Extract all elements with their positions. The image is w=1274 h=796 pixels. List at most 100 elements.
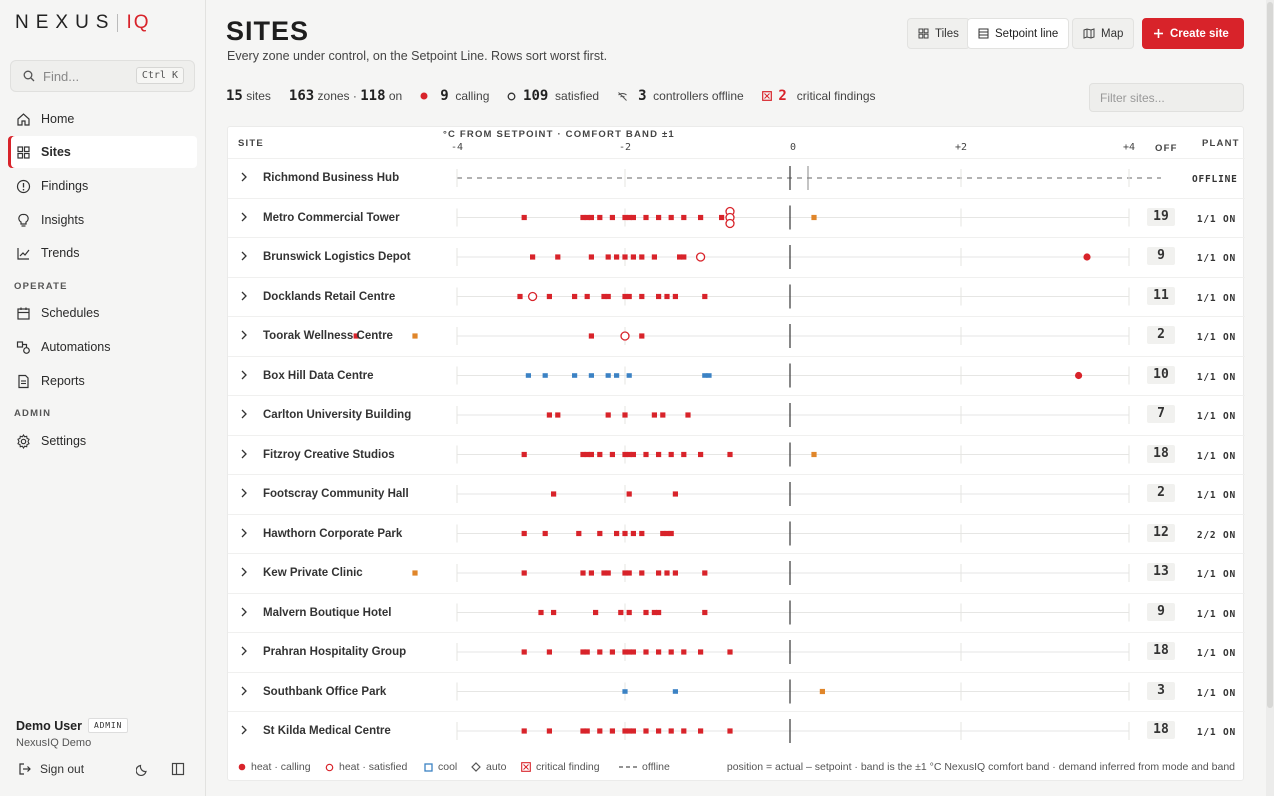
site-row[interactable]: Toorak Wellness Centre 2 1/1 ON <box>228 316 1245 356</box>
chevron-right-icon[interactable] <box>240 646 248 656</box>
sign-out-icon <box>19 763 31 775</box>
site-row[interactable]: Southbank Office Park 3 1/1 ON <box>228 671 1245 712</box>
section-admin-label: ADMIN <box>14 408 52 419</box>
create-site-button[interactable]: Create site <box>1142 18 1244 49</box>
heat-calling-mark <box>609 451 615 458</box>
heat-calling-mark <box>643 609 649 616</box>
heat-calling-mark <box>622 254 628 260</box>
heat-calling-mark <box>588 570 594 576</box>
sign-out-button[interactable]: Sign out <box>18 762 84 776</box>
site-row[interactable]: Malvern Boutique Hotel 9 1/1 ON <box>228 592 1245 633</box>
cool-mark <box>588 373 594 378</box>
plant-status: 1/1 ON <box>1196 687 1236 699</box>
site-row[interactable]: St Kilda Medical Centre 18 1/1 ON <box>228 711 1245 751</box>
site-name[interactable]: Kew Private Clinic <box>263 567 363 579</box>
heat-calling-mark <box>609 214 615 221</box>
site-row[interactable]: Metro Commercial Tower 19 1/1 ON <box>228 197 1245 238</box>
chevron-right-icon[interactable] <box>240 528 248 538</box>
brand-suffix: IQ <box>126 12 151 33</box>
search-input[interactable]: Find... Ctrl K <box>10 60 195 92</box>
site-row[interactable]: Carlton University Building 7 1/1 ON <box>228 395 1245 435</box>
heat-calling-mark <box>546 728 552 734</box>
chevron-right-icon[interactable] <box>240 488 248 498</box>
column-off-header: OFF <box>1155 143 1178 154</box>
nav-trends[interactable]: Trends <box>8 237 197 269</box>
site-name[interactable]: Southbank Office Park <box>263 685 387 698</box>
nav-schedules[interactable]: Schedules <box>8 297 197 329</box>
site-name[interactable]: Metro Commercial Tower <box>263 211 400 224</box>
chevron-right-icon[interactable] <box>240 291 248 301</box>
site-row[interactable]: Docklands Retail Centre 11 1/1 ON <box>228 276 1245 317</box>
chevron-right-icon[interactable] <box>240 686 248 696</box>
chevron-right-icon[interactable] <box>240 172 248 182</box>
chevron-right-icon[interactable] <box>240 449 248 459</box>
site-name[interactable]: Footscray Community Hall <box>263 488 409 500</box>
nav-automations-label: Automations <box>41 340 111 354</box>
heat-calling-mark <box>639 293 645 300</box>
nav-reports[interactable]: Reports <box>8 365 197 397</box>
chevron-right-icon[interactable] <box>240 607 248 617</box>
view-map-button[interactable]: Map <box>1072 18 1135 49</box>
site-zone-count: 13 <box>1147 563 1175 581</box>
site-row[interactable]: Prahran Hospitality Group 18 1/1 ON <box>228 632 1245 672</box>
heat-calling-mark <box>656 570 662 576</box>
site-row[interactable]: Fitzroy Creative Studios 18 1/1 ON <box>228 434 1245 475</box>
heat-calling-mark <box>643 451 649 458</box>
site-name[interactable]: Box Hill Data Centre <box>263 369 374 382</box>
site-row[interactable]: Richmond Business Hub OFFLINE <box>228 158 1245 198</box>
chevron-right-icon[interactable] <box>240 251 248 261</box>
chevron-right-icon[interactable] <box>240 212 248 222</box>
site-name[interactable]: Docklands Retail Centre <box>263 290 396 303</box>
heat-calling-dot <box>1075 371 1083 380</box>
view-tiles-button[interactable]: Tiles <box>907 18 970 49</box>
chevron-right-icon[interactable] <box>240 567 248 577</box>
site-row[interactable]: Box Hill Data Centre 10 1/1 ON <box>228 355 1245 396</box>
tiles-icon <box>918 28 929 39</box>
heat-calling-mark <box>651 254 657 260</box>
chevron-right-icon[interactable] <box>240 330 248 340</box>
site-zone-count: 2 <box>1147 484 1175 502</box>
site-name[interactable]: Richmond Business Hub <box>263 172 400 184</box>
nav-home[interactable]: Home <box>8 103 197 135</box>
nav-insights[interactable]: Insights <box>8 204 197 236</box>
report-icon <box>18 374 29 388</box>
view-setpoint-line-button[interactable]: Setpoint line <box>967 18 1070 49</box>
site-name[interactable]: Toorak Wellness Centre <box>263 330 393 342</box>
stat-satisfied-label: satisfied <box>555 89 600 103</box>
site-row[interactable]: Footscray Community Hall 2 1/1 ON <box>228 474 1245 514</box>
brand-logo[interactable]: NEXUS IQ <box>15 12 151 34</box>
heat-calling-mark <box>614 530 620 537</box>
scrollbar[interactable] <box>1266 0 1274 796</box>
site-row[interactable]: Hawthorn Corporate Park 12 2/2 ON <box>228 513 1245 554</box>
filter-sites-input[interactable]: Filter sites... <box>1089 83 1244 112</box>
user-profile[interactable]: Demo User ADMIN NexusIQ Demo <box>16 717 129 749</box>
heat-calling-mark <box>580 570 586 576</box>
heat-calling-mark <box>584 728 590 734</box>
plant-status: 1/1 ON <box>1196 213 1236 225</box>
site-name[interactable]: St Kilda Medical Centre <box>263 725 391 737</box>
site-row[interactable]: Kew Private Clinic 13 1/1 ON <box>228 553 1245 593</box>
collapse-sidebar-icon[interactable] <box>171 762 185 776</box>
site-name[interactable]: Carlton University Building <box>263 409 412 421</box>
critical-box-icon <box>521 762 531 772</box>
page-subtitle: Every zone under control, on the Setpoin… <box>227 49 608 63</box>
nav-automations[interactable]: Automations <box>8 331 197 363</box>
nav-sites[interactable]: Sites <box>8 136 197 168</box>
nav-settings[interactable]: Settings <box>8 425 197 457</box>
site-name[interactable]: Hawthorn Corporate Park <box>263 527 403 540</box>
chevron-right-icon[interactable] <box>240 370 248 380</box>
site-name[interactable]: Malvern Boutique Hotel <box>263 606 392 619</box>
site-name[interactable]: Brunswick Logistics Depot <box>263 251 411 263</box>
heat-calling-mark <box>651 609 657 616</box>
nav-findings[interactable]: Findings <box>8 170 197 202</box>
heat-calling-mark <box>626 214 632 221</box>
chevron-right-icon[interactable] <box>240 409 248 419</box>
site-row[interactable]: Brunswick Logistics Depot 9 1/1 ON <box>228 237 1245 277</box>
heat-satisfied-mark <box>620 331 630 341</box>
scrollbar-thumb[interactable] <box>1267 2 1273 708</box>
dark-mode-icon[interactable] <box>136 762 150 776</box>
site-name[interactable]: Fitzroy Creative Studios <box>263 448 395 461</box>
site-name[interactable]: Prahran Hospitality Group <box>263 646 407 658</box>
heat-calling-mark <box>656 728 662 734</box>
chevron-right-icon[interactable] <box>240 725 248 735</box>
